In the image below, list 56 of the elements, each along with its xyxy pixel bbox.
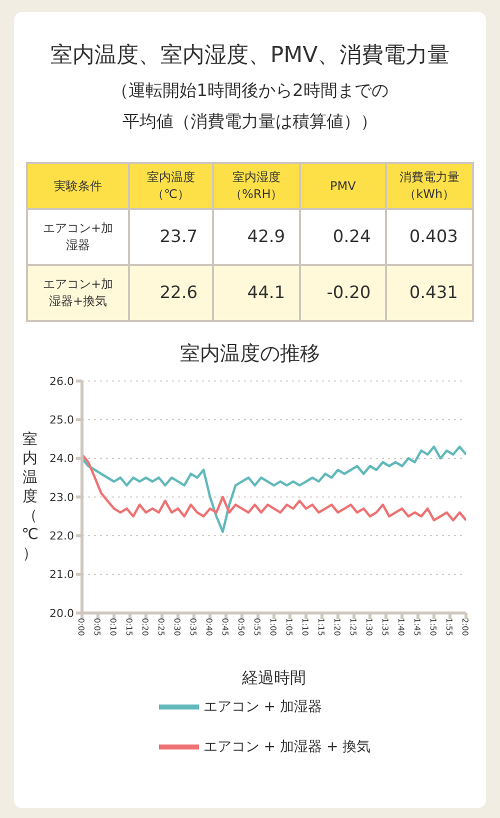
category-label: PMV: [329, 179, 357, 193]
text: 42.9: [247, 227, 286, 247]
category-label: 室内湿度（%RH）: [228, 169, 284, 203]
legend-label: エアコン + 加湿器 + 換気: [203, 738, 371, 755]
text: 0.403: [409, 227, 458, 247]
text: 44.1: [247, 283, 286, 303]
x-axis-title: 経過時間: [241, 668, 306, 687]
x-tick-label: 0:20: [140, 618, 150, 636]
x-tick-label: 0:40: [204, 618, 214, 636]
y-axis-title: 室内温度（℃）: [20, 430, 40, 563]
x-tick-label: 0:50: [236, 618, 246, 636]
x-tick-label: 0:45: [220, 618, 230, 636]
x-tick-label: 0:00: [76, 618, 86, 636]
x-tick-label: 0:15: [124, 618, 134, 636]
x-tick-label: 1:55: [444, 618, 454, 636]
x-tick-label: 0:30: [172, 618, 182, 636]
category-label: エアコン+加湿器+換気: [42, 277, 114, 308]
chart-title: 室内温度の推移: [179, 340, 321, 367]
text: 23.7: [160, 227, 198, 247]
x-tick-label: 1:25: [348, 618, 358, 636]
text: 22.6: [160, 283, 198, 303]
line-series: [82, 453, 466, 522]
x-tick-label: 1:35: [380, 618, 390, 636]
y-tick-label: 20.0: [50, 606, 74, 620]
y-tick-label: 24.0: [50, 452, 74, 466]
text: （運転開始1時間後から2時間までの平均値（消費電力量は積算値））: [110, 80, 390, 134]
y-tick-label: 22.0: [50, 530, 74, 543]
x-tick-label: 2:00: [460, 618, 470, 636]
category-label: 実験条件: [52, 178, 103, 194]
x-tick-label: 1:05: [284, 618, 294, 636]
category-label: 室内温度（℃）: [146, 169, 196, 203]
y-tick-label: 21.0: [50, 568, 74, 582]
text: 0.431: [409, 283, 458, 303]
text: 室内温度、室内湿度、PMV、消費電力量: [49, 42, 451, 70]
y-tick-label: 23.0: [50, 490, 74, 504]
x-tick-label: 1:00: [268, 618, 278, 636]
x-tick-label: 0:10: [108, 618, 118, 636]
x-tick-label: 1:10: [300, 618, 310, 636]
x-tick-label: 1:45: [412, 618, 422, 636]
x-tick-label: 1:20: [332, 618, 342, 636]
x-tick-label: 0:05: [92, 618, 102, 636]
x-tick-label: 1:40: [396, 618, 406, 636]
x-tick-label: 0:25: [156, 618, 166, 636]
line-series: [82, 446, 466, 533]
category-label: エアコン+加湿器: [42, 221, 114, 252]
x-tick-label: 1:50: [428, 618, 438, 636]
legend-label: エアコン + 加湿器: [203, 698, 322, 715]
category-label: 消費電力量（kWh）: [398, 169, 460, 203]
x-tick-label: 1:15: [316, 618, 326, 636]
y-tick-label: 25.0: [50, 414, 74, 427]
text: -0.20: [326, 283, 371, 303]
y-tick-label: 26.0: [50, 374, 74, 388]
x-tick-label: 0:55: [252, 618, 262, 636]
x-tick-label: 0:35: [188, 618, 198, 636]
x-tick-label: 1:30: [364, 618, 374, 636]
text: 0.24: [332, 227, 371, 247]
